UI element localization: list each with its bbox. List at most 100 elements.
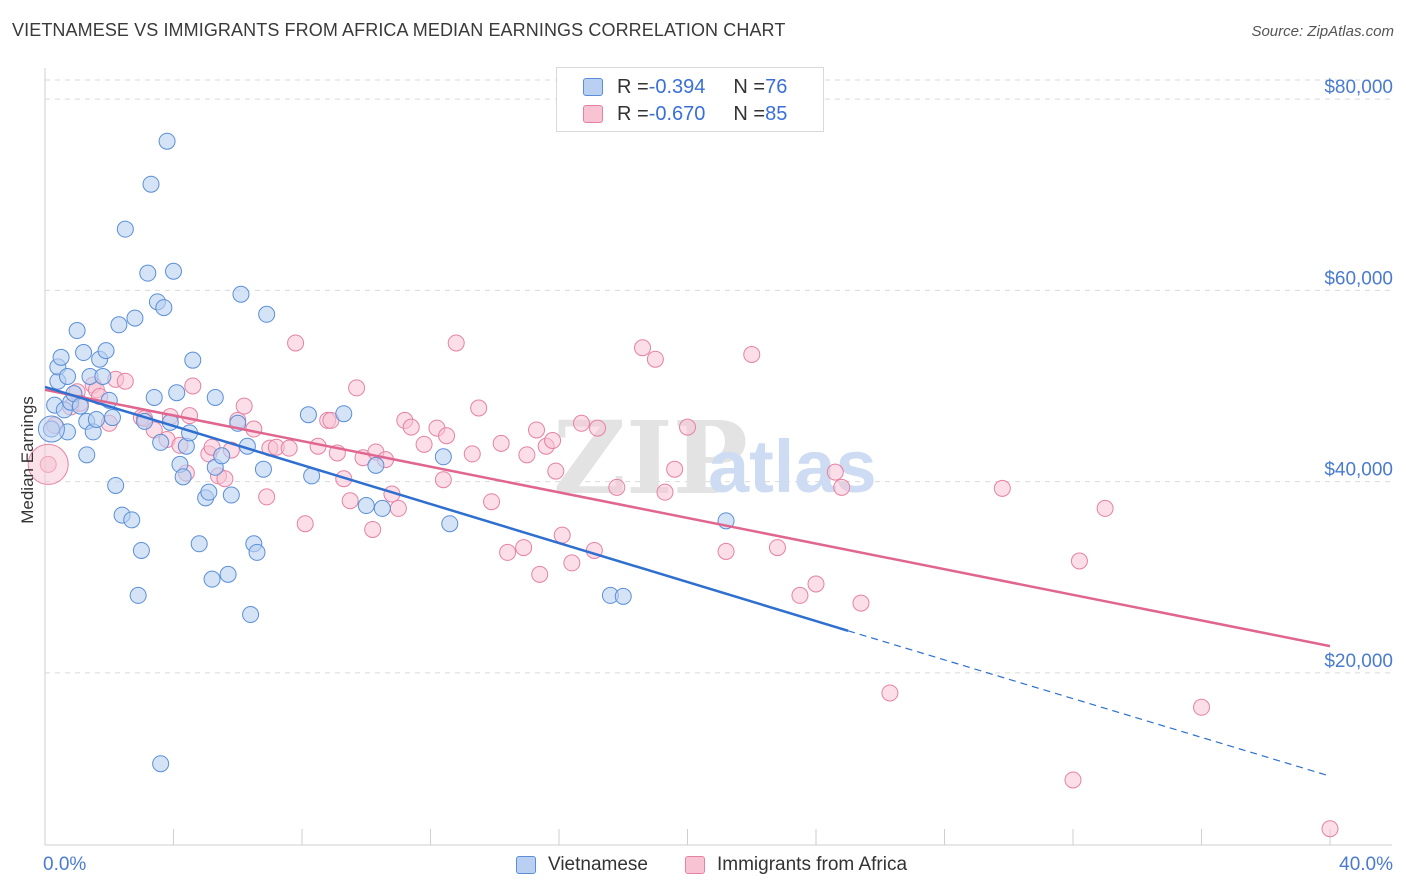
africa-point [656, 483, 674, 501]
vietnamese-point [165, 262, 182, 280]
africa-points [27, 334, 1339, 838]
africa-point [589, 419, 607, 437]
africa-point [572, 414, 590, 432]
vietnamese-point [58, 367, 76, 385]
vietnamese-point [97, 342, 115, 360]
vietnamese-point [299, 406, 317, 424]
africa-point [993, 479, 1011, 497]
r-value: -0.670 [648, 102, 706, 125]
africa-point [634, 339, 652, 357]
x-tick-label-max: 40.0% [1339, 854, 1393, 875]
africa-point [116, 372, 134, 390]
vietnamese-point [94, 367, 112, 385]
africa-point [646, 350, 664, 368]
africa-point [463, 445, 481, 463]
africa-point [341, 492, 359, 510]
vietnamese-point [68, 322, 86, 340]
vietnamese-trend-line [44, 385, 849, 632]
vietnamese-point [132, 541, 150, 559]
africa-point [563, 554, 581, 572]
watermark: ZIP atlas [553, 399, 877, 517]
africa-point [280, 439, 298, 457]
vietnamese-point [367, 456, 385, 474]
africa-point [389, 499, 407, 517]
y-tick-label: $60,000 [1324, 268, 1393, 289]
africa-point [1321, 820, 1339, 838]
africa-cluster-point [27, 443, 69, 485]
vietnamese-point [200, 483, 218, 501]
vietnamese-point [145, 388, 163, 406]
africa-point [216, 470, 234, 488]
vietnamese-point [357, 497, 375, 515]
africa-legend-label: Immigrants from Africa [717, 854, 908, 875]
africa-point [881, 684, 899, 702]
africa-legend-swatch [685, 856, 705, 874]
vietnamese-point [116, 220, 134, 238]
vietnamese-point [184, 351, 202, 369]
vietnamese-point [168, 384, 186, 402]
vietnamese-swatch [583, 78, 603, 96]
y-tick-label: $20,000 [1324, 651, 1393, 672]
n-value: 85 [765, 102, 788, 125]
africa-swatch [583, 105, 603, 123]
vietnamese-point [248, 543, 266, 561]
africa-point [245, 420, 263, 438]
n-label: N = [733, 75, 766, 98]
vietnamese-point [126, 309, 144, 327]
vietnamese-point [52, 348, 70, 366]
africa-point [826, 463, 844, 481]
y-tick-label: $40,000 [1324, 460, 1393, 481]
r-label: R = [617, 102, 649, 125]
africa-point [528, 421, 546, 439]
africa-point [364, 520, 382, 538]
africa-point [434, 471, 452, 489]
africa-point [1096, 499, 1114, 517]
africa-point [483, 493, 501, 511]
vietnamese-point [123, 511, 141, 529]
vietnamese-point [174, 468, 192, 486]
vietnamese-point [242, 606, 260, 624]
vietnamese-point [78, 446, 96, 464]
africa-point [1064, 771, 1082, 789]
africa-point [438, 427, 456, 445]
x-tick-label-min: 0.0% [43, 854, 86, 875]
vietnamese-point [614, 587, 632, 605]
africa-point [743, 345, 761, 363]
vietnamese-point [213, 447, 231, 465]
vietnamese-point [155, 299, 173, 317]
africa-point [679, 418, 696, 436]
africa-point [518, 446, 536, 464]
vietnamese-point [335, 405, 353, 423]
africa-point [608, 478, 626, 496]
legend-row-africa: R = -0.670 N = 85 [583, 100, 787, 128]
vietnamese-point [203, 570, 221, 588]
africa-point [852, 594, 870, 612]
africa-point [547, 462, 565, 480]
africa-point [184, 377, 202, 395]
vietnamese-legend-swatch [516, 856, 536, 874]
africa-point [296, 515, 314, 533]
vietnamese-point [129, 586, 147, 604]
africa-point [1193, 698, 1210, 716]
vietnamese-point [434, 448, 452, 466]
vietnamese-point [142, 175, 160, 193]
legend-row-vietnamese: R = -0.394 N = 76 [583, 73, 787, 101]
n-value: 76 [765, 75, 788, 98]
vietnamese-point [139, 264, 157, 282]
trend-lines [44, 385, 1331, 777]
vietnamese-point [258, 305, 276, 323]
africa-point [492, 434, 510, 452]
vietnamese-point [219, 565, 237, 583]
africa-point [807, 575, 825, 593]
africa-point [1070, 552, 1088, 570]
africa-point [415, 435, 433, 453]
vietnamese-point [158, 132, 176, 150]
vietnamese-legend-label: Vietnamese [548, 854, 648, 875]
vietnamese-point [152, 755, 170, 773]
africa-point [470, 399, 488, 417]
vietnamese-points [37, 132, 735, 773]
africa-point [833, 478, 851, 496]
africa-point [287, 334, 305, 352]
r-value: -0.394 [648, 75, 706, 98]
